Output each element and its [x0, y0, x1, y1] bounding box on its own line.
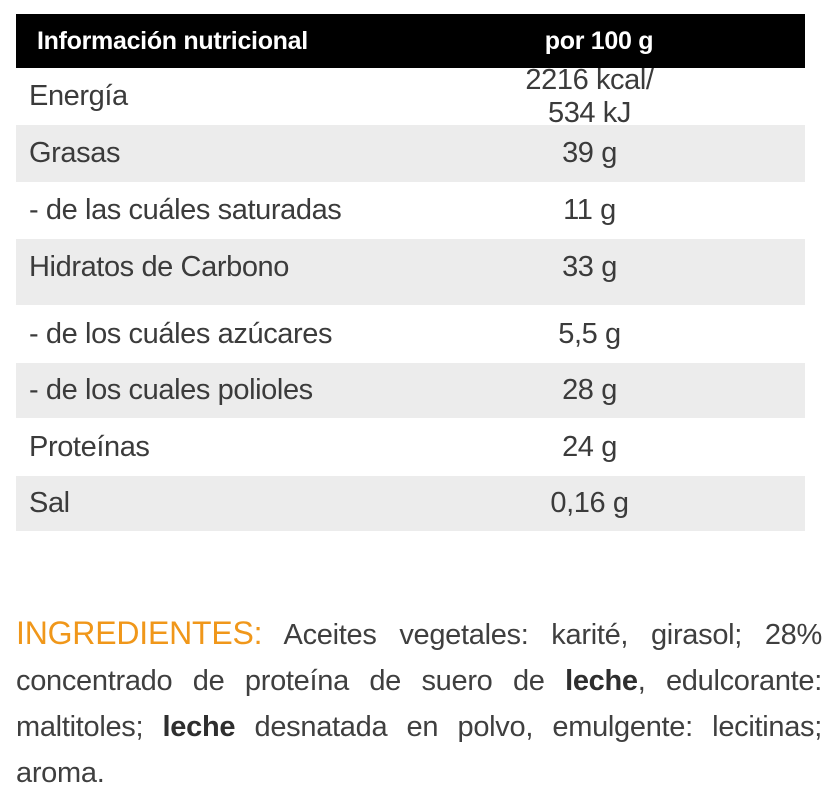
row-name: - de los cuáles azúcares	[29, 317, 333, 350]
nutrition-table: Información nutricional por 100 g Energí…	[16, 14, 805, 531]
row-value: 28 g	[562, 374, 617, 406]
table-header: Información nutricional por 100 g	[16, 14, 805, 68]
row-name: Sal	[29, 487, 70, 519]
row-name: Energía	[29, 80, 128, 112]
row-value: 11 g	[563, 194, 616, 226]
row-value: 39 g	[562, 137, 617, 169]
table-row-proteinas: Proteínas 24 g	[16, 418, 805, 476]
table-row-hidratos: Hidratos de Carbono 33 g	[16, 239, 805, 305]
row-value: 0,16 g	[550, 487, 629, 519]
row-value: 2216 kcal/ 534 kJ	[525, 63, 654, 129]
allergen-milk-2: leche	[162, 711, 236, 743]
ingredients-label: INGREDIENTES:	[16, 615, 263, 651]
header-name: Información nutricional	[37, 26, 308, 55]
allergen-milk-1: leche	[565, 665, 638, 697]
ingredients-part-2: , edulcorante: maltitoles;	[16, 665, 822, 743]
table-row-azucares: - de los cuáles azúcares 5,5 g	[16, 305, 805, 363]
row-name: - de los cuales polioles	[29, 374, 313, 406]
ingredients-part-3: desnatada en polvo, emulgente: lecitinas…	[16, 711, 822, 789]
row-name: Proteínas	[29, 430, 150, 463]
row-name: Grasas	[29, 137, 121, 169]
ingredients-part-1: Aceites vegetales: karité, girasol; 28% …	[16, 619, 822, 697]
ingredients-text: INGREDIENTES: Aceites vegetales: karité,…	[16, 610, 822, 796]
table-row-grasas: Grasas 39 g	[16, 125, 805, 182]
row-value: 33 g	[562, 251, 617, 283]
row-name: Hidratos de Carbono	[29, 251, 289, 283]
table-row-saturadas: - de las cuáles saturadas 11 g	[16, 182, 805, 239]
table-row-energia: Energía 2216 kcal/ 534 kJ	[16, 64, 805, 129]
table-row-polioles: - de los cuales polioles 28 g	[16, 363, 805, 418]
table-row-sal: Sal 0,16 g	[16, 476, 805, 531]
row-value: 5,5 g	[558, 317, 621, 350]
header-value: por 100 g	[544, 26, 654, 55]
row-value: 24 g	[562, 430, 617, 463]
row-name: - de las cuáles saturadas	[29, 194, 342, 226]
